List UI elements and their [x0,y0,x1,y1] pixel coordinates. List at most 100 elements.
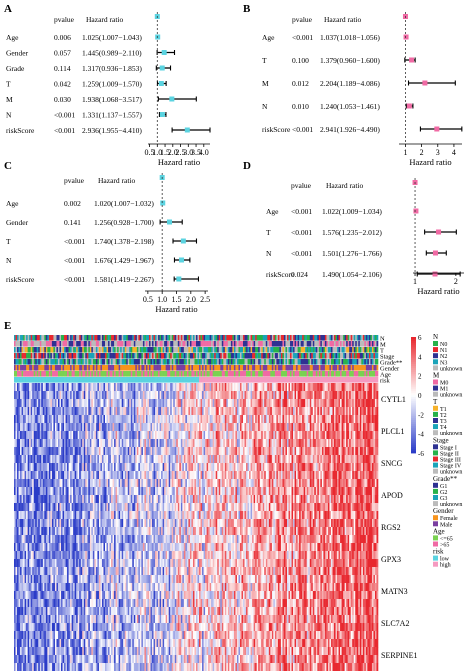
annotation-cell [18,335,21,341]
annotation-cell [111,341,113,347]
annotation-cell [356,347,359,353]
heat-cell [376,463,379,472]
annotation-cell [65,347,68,353]
annotation-cell [280,353,283,359]
annotation-cell [17,341,19,347]
annotation-cell [71,341,74,347]
annotation-cell [147,353,150,359]
annotation-cell [45,335,48,341]
annotation-cell [183,341,186,347]
hr-point [434,126,440,132]
annotation-cell [332,341,335,347]
annotation-cell [279,359,282,365]
annotation-cell [161,359,163,365]
annotation-cell [80,347,83,353]
annotation-cell [126,353,129,359]
annotation-cell [371,353,374,359]
annotation-cell [223,335,226,341]
annotation-cell [65,335,68,341]
annotation-cell [214,353,217,359]
annotation-cell [33,335,36,341]
annotation-cell [300,335,303,341]
annotation-cell [118,347,121,353]
annotation-cell [153,347,156,353]
annotation-cell [232,335,235,341]
annotation-cell [283,347,286,353]
annotation-cell [68,347,71,353]
annotation-cell [226,341,229,347]
annotation-cell [226,353,229,359]
annotation-cell [262,341,265,347]
annotation-cell [324,335,327,341]
annotation-cell [309,353,312,359]
annotation-cell [83,353,86,359]
annotation-cell [27,347,30,353]
annotation-cell [238,347,241,353]
annotation-cell [343,347,345,353]
annotation-cell [114,341,116,347]
annotation-cell [239,335,242,341]
annotation-cell [350,341,353,347]
annotation-cell [280,347,283,353]
annotation-cell [338,335,341,341]
annotation-cell [352,353,355,359]
annotation-cell [180,341,183,347]
annotation-cell [91,341,94,347]
annotation-cell [320,359,323,365]
annotation-cell [88,335,91,341]
annotation-cell [41,353,44,359]
annotation-cell [94,347,97,353]
annotation-cell [71,347,74,353]
annotation-cell [120,359,122,365]
annotation-cell [15,353,18,359]
annotation-cell [267,341,270,347]
row-hr-text: 2.941(1.926−4.490) [320,125,380,134]
annotation-cell [129,335,132,341]
annotation-cell [153,359,156,365]
annotation-cell [211,335,213,341]
annotation-cell [159,335,162,341]
annotation-cell [89,335,92,341]
annotation-cell [196,353,198,359]
annotation-cell [309,341,312,347]
annotation-cell [220,335,223,341]
annotation-cell [101,335,104,341]
annotation-cell [223,347,226,353]
annotation-cell [155,347,157,353]
annotation-cell [212,341,215,347]
annotation-cell [130,353,133,359]
annotation-cell [334,341,336,347]
annotation-cell [136,353,139,359]
annotation-cell [147,341,150,347]
annotation-cell [185,335,188,341]
annotation-cell [57,347,60,353]
annotation-cell [123,359,126,365]
annotation-cell [68,359,71,365]
annotation-cell [94,335,97,341]
annotation-cell [170,353,173,359]
annotation-cell [141,347,144,353]
annotation-cell [98,347,101,353]
annotation-cell [32,347,35,353]
annotation-cell [77,359,80,365]
annotation-cell [26,359,28,365]
annotation-cell [89,341,92,347]
annotation-cell [100,353,103,359]
annotation-cell [47,353,50,359]
annotation-cell [121,353,124,359]
row-hr-text: 1.501(1.276−1.766) [322,249,382,258]
annotation-cell [79,335,82,341]
annotation-cell [189,359,192,365]
annotation-cell [98,359,101,365]
annotation-cell [224,359,227,365]
annotation-cell [53,347,56,353]
annotation-cell [47,335,50,341]
row-hr-text: 1.022(1.009−1.034) [322,207,382,216]
annotation-cell [232,347,235,353]
annotation-cell [271,341,274,347]
annotation-cell [196,341,198,347]
annotation-cell [314,353,317,359]
annotation-cell [106,347,109,353]
annotation-cell [129,341,132,347]
annotation-cell [29,353,31,359]
